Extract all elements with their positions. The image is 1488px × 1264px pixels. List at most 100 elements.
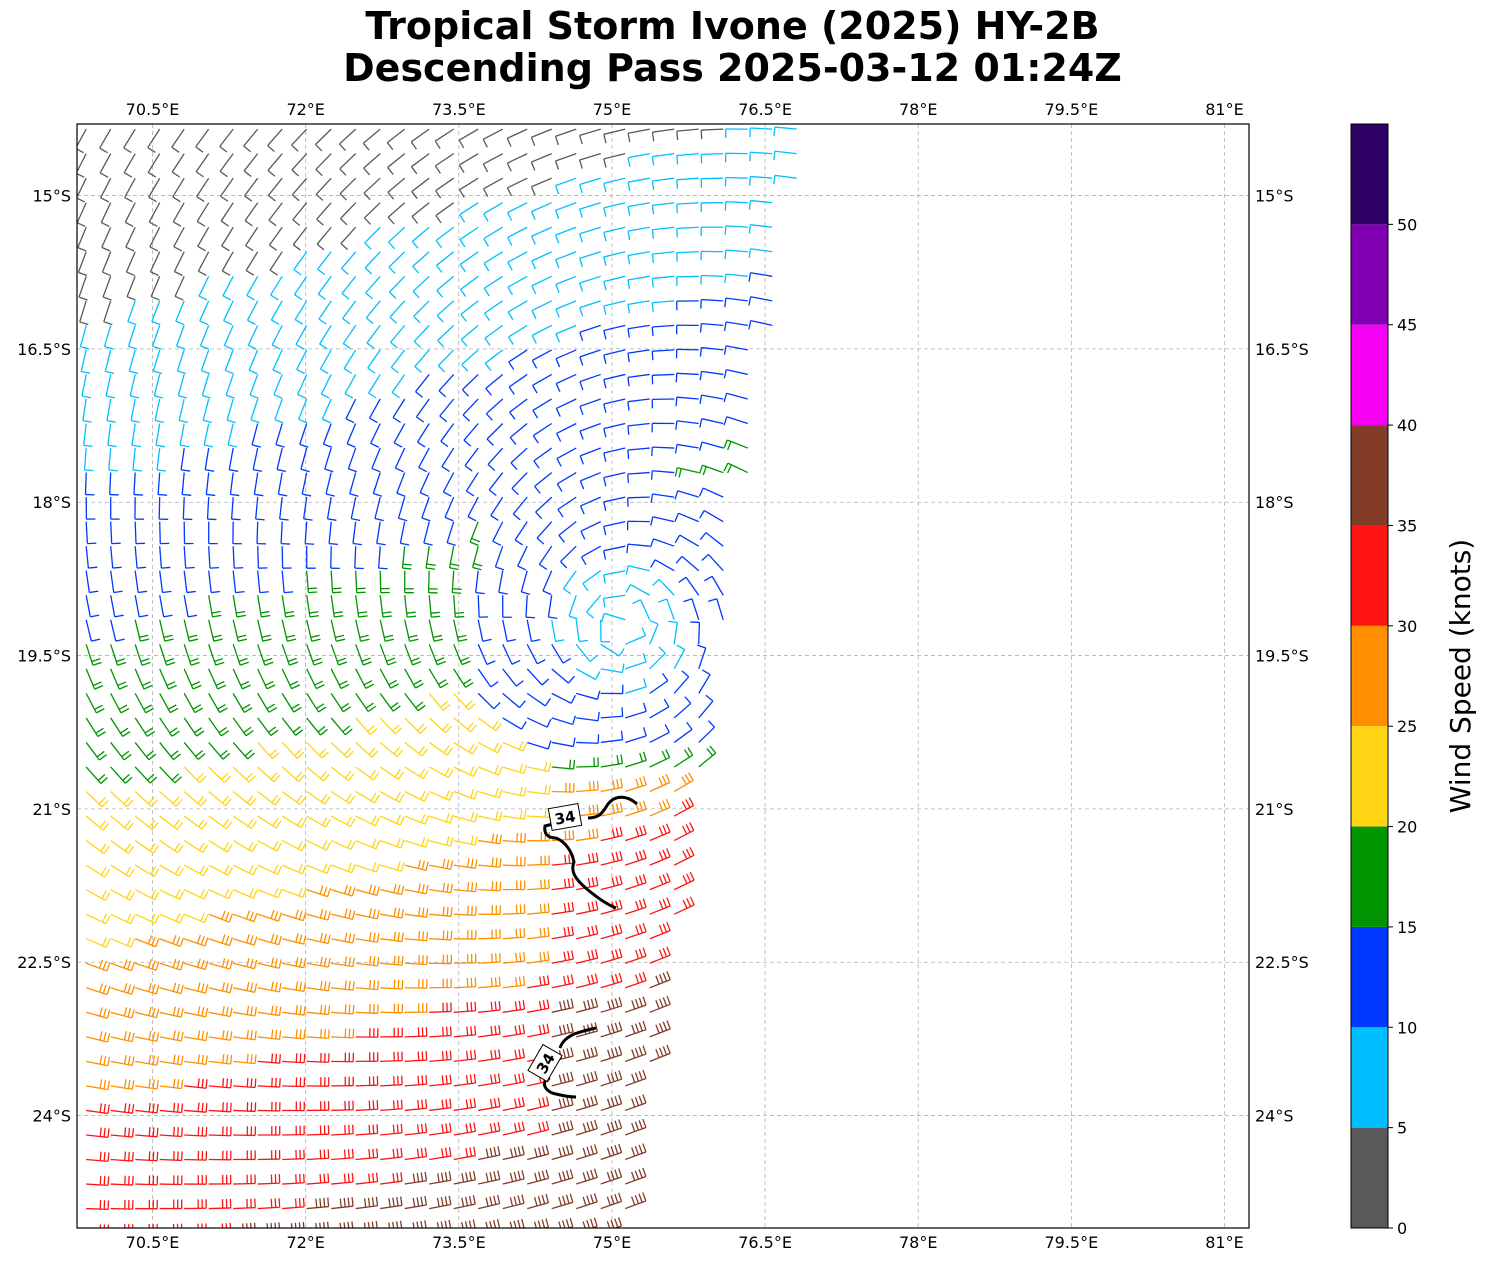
wind-barb	[282, 1125, 305, 1136]
wind-barb	[579, 177, 601, 194]
wind-barb	[85, 521, 97, 545]
wind-barb	[110, 668, 128, 690]
wind-barb	[773, 174, 797, 185]
wind-barb	[281, 644, 299, 666]
wind-barb	[724, 152, 748, 163]
wind-barb	[478, 881, 502, 892]
wind-barb	[531, 226, 552, 245]
wind-barb	[108, 447, 118, 472]
wind-barb	[527, 784, 551, 795]
wind-barb	[85, 570, 99, 594]
wind-barb	[453, 717, 477, 733]
wind-barb	[576, 1046, 599, 1063]
wind-barb	[151, 300, 161, 326]
wind-barb	[551, 1193, 574, 1210]
wind-barb	[184, 1078, 208, 1089]
wind-barb	[429, 906, 453, 917]
wind-barb	[551, 830, 575, 842]
wind-barb	[159, 717, 180, 737]
wind-barb	[252, 447, 263, 473]
wind-barb	[453, 1049, 477, 1063]
wind-barb	[625, 825, 647, 842]
wind-barb	[700, 250, 724, 261]
wind-barb	[582, 570, 602, 592]
wind-barb	[306, 693, 327, 713]
wind-barb	[85, 766, 108, 784]
wind-barb	[551, 715, 577, 726]
wind-barb	[675, 420, 699, 430]
lat-tick-label-left: 18°S	[32, 493, 71, 512]
wind-barb	[554, 153, 577, 170]
wind-barb	[379, 595, 392, 618]
colorbar-bin	[1351, 826, 1388, 927]
wind-barb	[600, 1119, 623, 1136]
wind-barb	[257, 1150, 281, 1161]
wind-barb	[404, 1003, 428, 1013]
wind-barb	[502, 976, 526, 989]
wind-barb	[124, 1224, 134, 1228]
wind-barb	[355, 908, 380, 920]
wind-barb	[303, 497, 313, 521]
wind-barb	[453, 1001, 477, 1013]
wind-barb	[530, 202, 552, 221]
wind-barb	[625, 565, 650, 575]
wind-barb	[562, 570, 577, 595]
wind-barb	[625, 677, 647, 694]
wind-barb	[600, 612, 626, 623]
wind-barb	[379, 619, 395, 642]
wind-barb	[551, 901, 575, 915]
wind-barb	[437, 324, 455, 348]
wind-barb	[547, 595, 558, 620]
wind-barb	[555, 349, 577, 368]
lat-tick-label-left: 16.5°S	[17, 340, 71, 359]
wind-barb	[551, 692, 576, 704]
wind-barb	[355, 741, 379, 758]
wind-barb	[526, 717, 552, 728]
wind-barb	[80, 349, 91, 375]
wind-barb	[650, 516, 675, 526]
wind-barb	[306, 980, 331, 992]
wind-barb	[159, 742, 181, 761]
wind-barb	[490, 496, 504, 522]
wind-barb	[103, 300, 113, 326]
wind-barb	[282, 909, 307, 922]
wind-barb	[372, 472, 383, 497]
wind-barb	[494, 545, 505, 571]
wind-barb	[233, 1029, 257, 1041]
wind-barb	[435, 202, 455, 224]
wind-barb	[85, 864, 111, 878]
wind-barb	[232, 595, 246, 618]
wind-barb	[183, 717, 205, 737]
wind-barb	[650, 559, 675, 572]
wind-barb	[600, 899, 623, 915]
colorbar-tick-label: 15	[1397, 918, 1417, 937]
wind-barb	[554, 202, 577, 219]
wind-barb	[404, 668, 424, 689]
wind-barb	[281, 668, 301, 690]
colorbar-bin	[1351, 324, 1388, 426]
lat-tick-label-right: 16.5°S	[1255, 340, 1309, 359]
wind-barb	[675, 348, 699, 359]
wind-barb	[414, 349, 430, 373]
wind-barb	[370, 423, 381, 448]
lat-tick-label-left: 19.5°S	[17, 647, 71, 666]
wind-barb	[306, 1004, 331, 1016]
wind-barb	[627, 471, 650, 484]
wind-barb	[676, 128, 699, 141]
wind-barb	[184, 1102, 208, 1113]
wind-barb	[330, 693, 352, 713]
wind-barb	[748, 224, 773, 234]
wind-barb	[380, 1099, 403, 1112]
wind-barb	[506, 202, 528, 221]
wind-barb	[110, 1127, 135, 1138]
wind-barb	[627, 373, 650, 387]
wind-barb	[355, 1172, 379, 1185]
wind-barb	[576, 949, 599, 964]
wind-barb	[208, 1006, 233, 1018]
wind-barb	[502, 856, 526, 867]
wind-barb	[701, 553, 724, 572]
wind-barb	[404, 1027, 428, 1038]
wind-barb	[227, 423, 238, 448]
colorbar-bins	[1351, 124, 1388, 1228]
wind-barb	[270, 300, 283, 325]
